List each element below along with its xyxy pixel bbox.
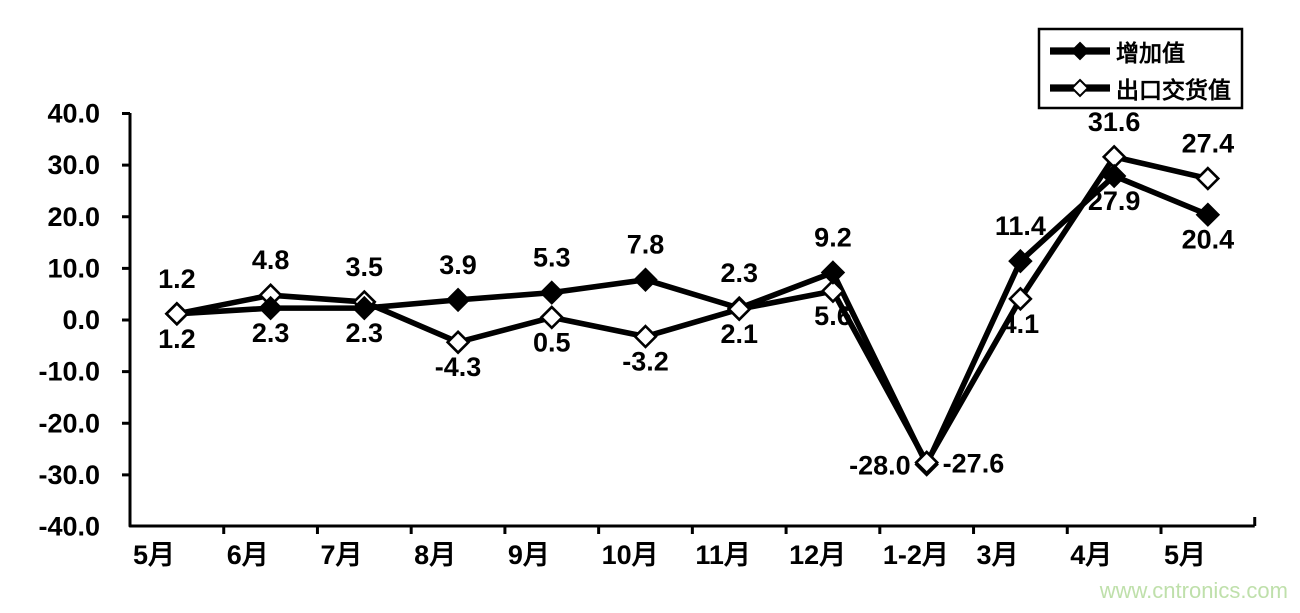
svg-text:www.cntronics.com: www.cntronics.com xyxy=(1099,578,1288,603)
